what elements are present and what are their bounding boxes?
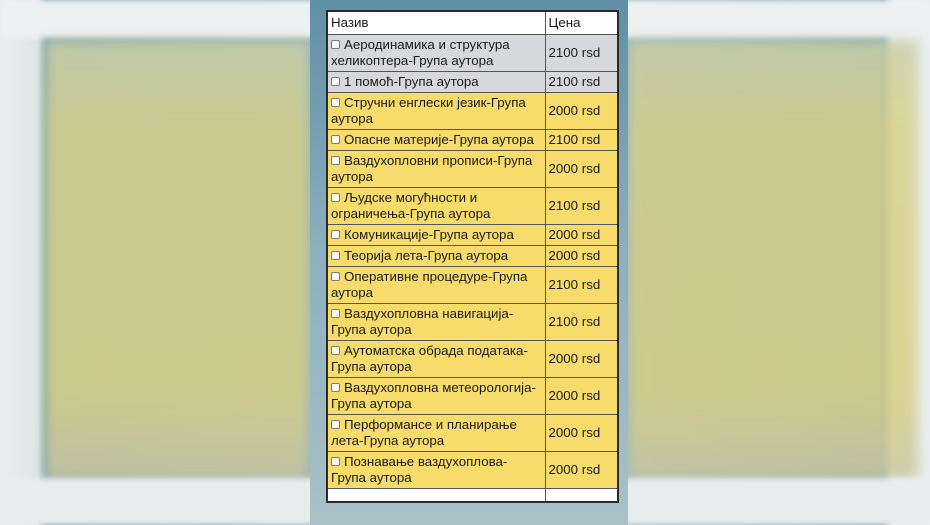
price-cell: 2000 rsd: [544, 223, 619, 246]
price-cell: 2000 rsd: [544, 244, 619, 267]
book-name-cell: Ваздухопловна навигација-Група аутора: [326, 302, 546, 341]
blurred-background-left: [45, 40, 310, 480]
price-cell: 2100 rsd: [544, 128, 619, 151]
book-name: Опасне материје-Група аутора: [344, 131, 534, 147]
select-checkbox[interactable]: [331, 250, 340, 260]
book-name-cell: Теорија лета-Група аутора: [326, 244, 546, 267]
table-row: Теорија лета-Група аутора 2000 rsd: [326, 244, 619, 267]
book-name-cell: Перформансе и планирање лета-Група аутор…: [326, 413, 546, 452]
book-name: 1 помоћ-Група аутора: [344, 73, 479, 89]
select-checkbox[interactable]: [331, 229, 340, 239]
select-checkbox[interactable]: [331, 456, 340, 466]
book-name: Стручни енглески језик-Група аутора: [331, 94, 526, 126]
select-checkbox[interactable]: [331, 76, 340, 86]
book-name: Оперативне процедуре-Група аутора: [331, 268, 528, 300]
table-row: 1 помоћ-Група аутора 2100 rsd: [326, 70, 619, 93]
column-header-name: Назив: [326, 10, 546, 35]
price-cell: 2000 rsd: [544, 91, 619, 130]
price-cell: 2100 rsd: [544, 70, 619, 93]
select-checkbox[interactable]: [331, 382, 340, 392]
book-name: Комуникације-Група аутора: [344, 226, 514, 242]
empty-cell: [326, 487, 546, 503]
price-cell: 2100 rsd: [544, 186, 619, 225]
select-checkbox[interactable]: [331, 308, 340, 318]
select-checkbox[interactable]: [331, 155, 340, 165]
book-name-cell: Аеродинамика и структура хеликоптера-Гру…: [326, 33, 546, 72]
book-name-cell: Аутоматска обрада података-Група аутора: [326, 339, 546, 378]
table-row: Људске могућности и ограничења-Група аут…: [326, 186, 619, 225]
table-row: Стручни енглески језик-Група аутора 2000 …: [326, 91, 619, 130]
table-row: Познавање ваздухоплова-Група аутора 2000 …: [326, 450, 619, 489]
price-cell: 2000 rsd: [544, 413, 619, 452]
price-cell: 2000 rsd: [544, 149, 619, 188]
blurred-background-right: [628, 40, 918, 480]
price-cell: 2100 rsd: [544, 302, 619, 341]
table-row: Перформансе и планирање лета-Група аутор…: [326, 413, 619, 452]
book-name: Ваздухопловни прописи-Група аутора: [331, 152, 533, 184]
table-row: Ваздухопловна метеорологија-Група аутора…: [326, 376, 619, 415]
table-row: Опасне материје-Група аутора 2100 rsd: [326, 128, 619, 151]
price-table: Назив Цена Аеродинамика и структура хели…: [326, 10, 619, 503]
book-name-cell: Оперативне процедуре-Група аутора: [326, 265, 546, 304]
select-checkbox[interactable]: [331, 345, 340, 355]
book-name: Ваздухопловна метеорологија-Група аутора: [331, 379, 536, 411]
price-cell: 2000 rsd: [544, 450, 619, 489]
select-checkbox[interactable]: [331, 97, 340, 107]
empty-cell: [544, 487, 619, 503]
column-header-price: Цена: [544, 10, 619, 35]
price-cell: 2100 rsd: [544, 265, 619, 304]
select-checkbox[interactable]: [331, 271, 340, 281]
select-checkbox[interactable]: [331, 39, 340, 49]
table-row: Ваздухопловни прописи-Група аутора 2000 r…: [326, 149, 619, 188]
book-name: Људске могућности и ограничења-Група аут…: [331, 189, 491, 221]
select-checkbox[interactable]: [331, 134, 340, 144]
table-row: Аутоматска обрада података-Група аутора 2…: [326, 339, 619, 378]
price-cell: 2000 rsd: [544, 376, 619, 415]
book-name: Познавање ваздухоплова-Група аутора: [331, 453, 508, 485]
table-row: Ваздухопловна навигација-Група аутора 210…: [326, 302, 619, 341]
table-row: Оперативне процедуре-Група аутора 2100 rs…: [326, 265, 619, 304]
select-checkbox[interactable]: [331, 192, 340, 202]
book-name-cell: Ваздухопловна метеорологија-Група аутора: [326, 376, 546, 415]
table-header: Назив Цена: [326, 10, 619, 35]
book-name-cell: Ваздухопловни прописи-Група аутора: [326, 149, 546, 188]
book-name: Ваздухопловна навигација-Група аутора: [331, 305, 514, 337]
book-name: Теорија лета-Група аутора: [344, 247, 509, 263]
book-name-cell: Људске могућности и ограничења-Група аут…: [326, 186, 546, 225]
table-row: Комуникације-Група аутора 2000 rsd: [326, 223, 619, 246]
book-name-cell: Опасне материје-Група аутора: [326, 128, 546, 151]
price-cell: 2000 rsd: [544, 339, 619, 378]
price-cell: 2100 rsd: [544, 33, 619, 72]
book-name: Аутоматска обрада података-Група аутора: [331, 342, 528, 374]
book-name-cell: Стручни енглески језик-Група аутора: [326, 91, 546, 130]
book-name-cell: Комуникације-Група аутора: [326, 223, 546, 246]
book-name: Аеродинамика и структура хеликоптера-Гру…: [331, 36, 510, 68]
book-name: Перформансе и планирање лета-Група аутор…: [331, 416, 517, 448]
select-checkbox[interactable]: [331, 419, 340, 429]
book-name-cell: 1 помоћ-Група аутора: [326, 70, 546, 93]
table-row: Аеродинамика и структура хеликоптера-Гру…: [326, 33, 619, 72]
table-row-empty: [326, 487, 619, 503]
book-name-cell: Познавање ваздухоплова-Група аутора: [326, 450, 546, 489]
